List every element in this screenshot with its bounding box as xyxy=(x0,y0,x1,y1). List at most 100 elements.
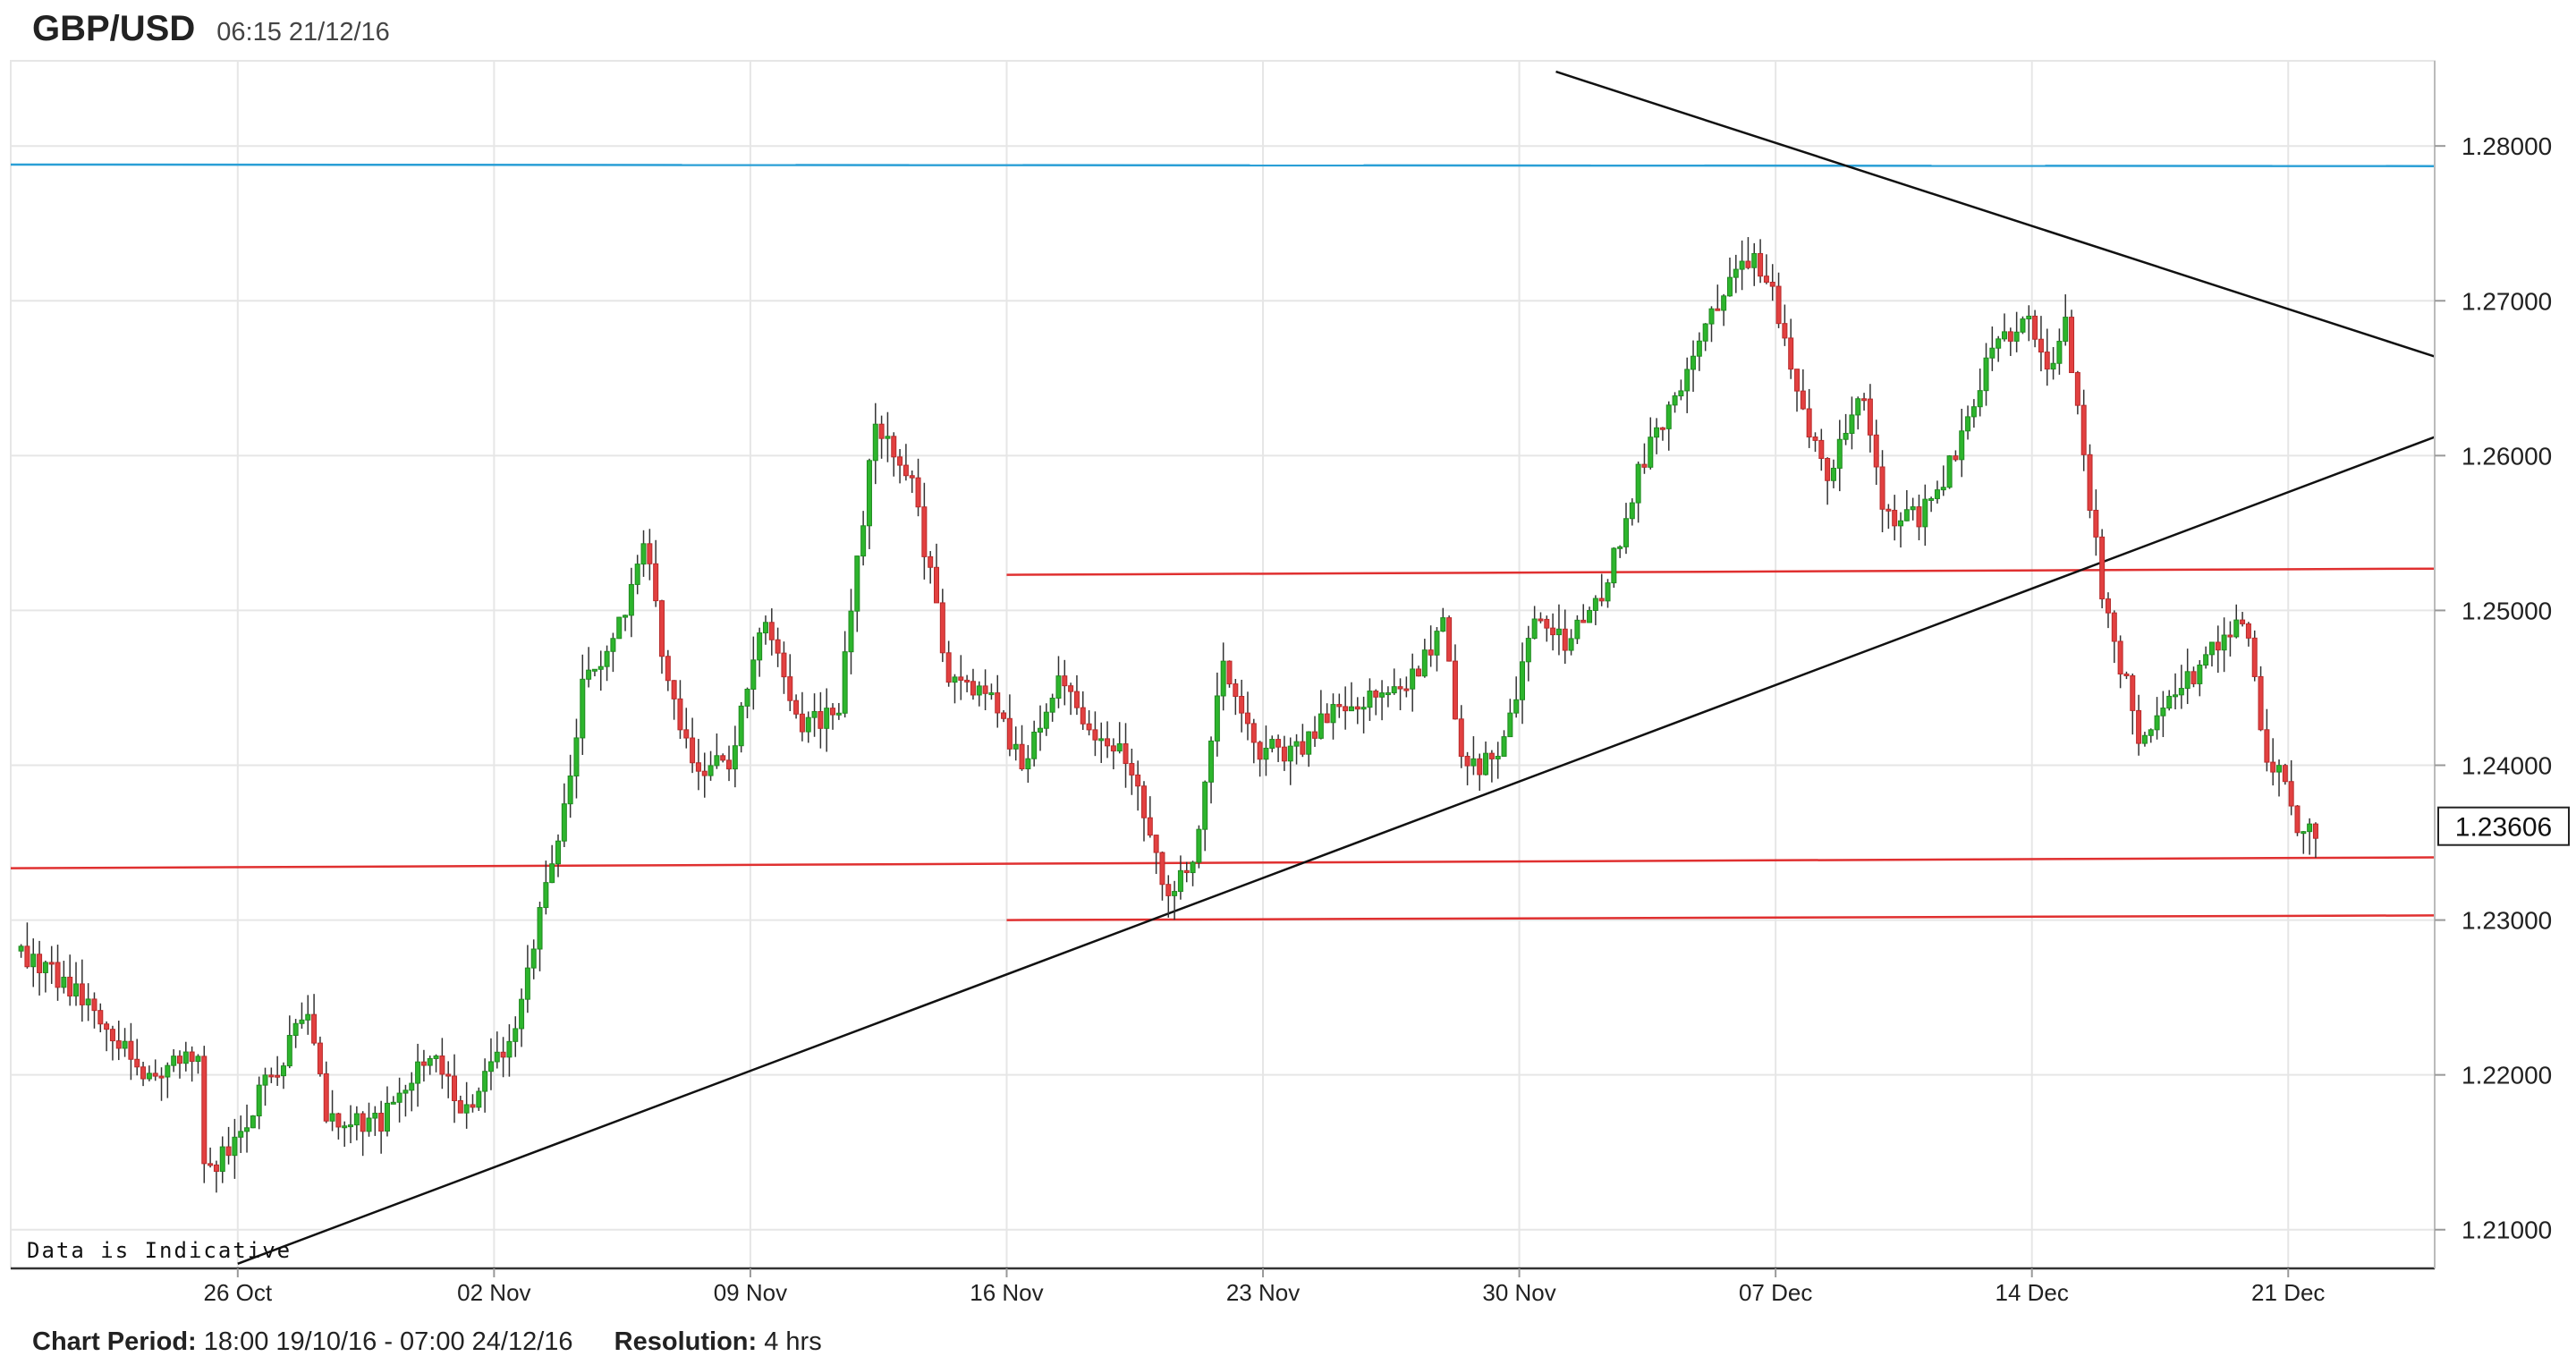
candle-body xyxy=(1580,619,1587,623)
candle-body xyxy=(1343,706,1349,712)
candle-body xyxy=(2184,671,2190,690)
candle-body xyxy=(2203,654,2209,666)
candle-body xyxy=(750,659,757,690)
candle-body xyxy=(1037,727,1043,733)
trend-line xyxy=(1555,70,2436,358)
candle-body xyxy=(1867,398,1873,436)
candle-body xyxy=(1654,427,1660,438)
candle-body xyxy=(1849,414,1855,434)
candle-body xyxy=(165,1064,171,1078)
candle-body xyxy=(1910,506,1916,511)
candle-body xyxy=(482,1071,488,1092)
candle-body xyxy=(1769,282,1775,287)
candle-body xyxy=(2123,673,2130,676)
candle-body xyxy=(952,676,958,683)
candle-body xyxy=(1306,731,1312,755)
candle-body xyxy=(921,506,928,557)
candle-body xyxy=(494,1051,500,1063)
candle-body xyxy=(420,1061,427,1066)
candle-body xyxy=(1488,752,1495,759)
candle-body xyxy=(2288,781,2294,807)
candle-body xyxy=(1275,739,1282,748)
candle-body xyxy=(1635,463,1641,504)
resistance-line xyxy=(10,163,2436,167)
candle-body xyxy=(597,666,604,670)
candle-body xyxy=(2312,823,2318,839)
x-tick-label: 21 Dec xyxy=(2251,1279,2325,1306)
y-tick-label: 1.23000 xyxy=(2462,907,2552,935)
candle-body xyxy=(768,622,775,640)
current-price-label: 1.23606 xyxy=(2455,813,2552,843)
candle-body xyxy=(134,1058,140,1068)
candle-body xyxy=(616,616,623,640)
candle-body xyxy=(189,1051,195,1063)
candle-body xyxy=(1123,743,1129,765)
candle-body xyxy=(1226,660,1233,685)
candle-body xyxy=(2251,637,2258,677)
candle-body xyxy=(2069,317,2075,374)
candle-body xyxy=(818,711,824,729)
candle-body xyxy=(1940,487,1946,491)
candle-body xyxy=(2099,536,2106,600)
chart-header: GBP/USD 06:15 21/12/16 xyxy=(32,9,390,63)
candle-body xyxy=(623,615,629,618)
candle-body xyxy=(1818,439,1825,459)
candle-body xyxy=(872,423,878,462)
candle-body xyxy=(1574,619,1580,640)
candle-body xyxy=(591,668,597,672)
candle-body xyxy=(543,882,549,909)
candle-body xyxy=(1568,638,1574,651)
candle-body xyxy=(1086,723,1092,731)
candle-body xyxy=(1629,502,1635,520)
candle-body xyxy=(1013,743,1019,750)
candle-body xyxy=(232,1136,238,1157)
candle-body xyxy=(640,543,647,565)
candle-body xyxy=(1281,746,1287,762)
candle-body xyxy=(2173,694,2179,698)
candle-body xyxy=(1788,337,1794,370)
candle-body xyxy=(964,679,970,682)
support-line xyxy=(1006,914,2436,921)
candle-body xyxy=(1348,706,1354,712)
candle-body xyxy=(1287,745,1293,762)
candle-body xyxy=(409,1082,415,1091)
candle-body xyxy=(1293,741,1300,747)
candle-body xyxy=(787,676,793,701)
candle-body xyxy=(91,998,97,1012)
candle-body xyxy=(1373,691,1379,698)
candle-body xyxy=(457,1100,463,1114)
candle-body xyxy=(1953,455,1959,461)
candle-body xyxy=(1763,276,1769,284)
candle-body xyxy=(738,705,744,747)
candle-body xyxy=(2245,623,2251,639)
candle-body xyxy=(1257,742,1263,760)
candle-body xyxy=(256,1084,262,1117)
candle-body xyxy=(1110,745,1116,752)
candle-body xyxy=(1239,696,1245,714)
candle-body xyxy=(2074,372,2080,406)
candle-body xyxy=(573,737,580,777)
candle-body xyxy=(1434,631,1440,656)
candle-body xyxy=(73,983,80,996)
candle-body xyxy=(1916,506,1922,528)
candle-body xyxy=(2056,341,2063,364)
candle-body xyxy=(1721,295,1727,311)
candle-body xyxy=(2007,331,2013,342)
candle-body xyxy=(1458,718,1464,757)
candle-body xyxy=(2148,729,2154,736)
candle-body xyxy=(1129,763,1135,776)
candle-body xyxy=(1244,712,1250,725)
candle-body xyxy=(433,1056,439,1059)
candle-body xyxy=(97,1010,104,1025)
candle-body xyxy=(2020,318,2026,333)
candle-body xyxy=(1751,252,1758,268)
candle-body xyxy=(708,765,714,776)
candle-body xyxy=(1519,661,1525,700)
candle-body xyxy=(1782,323,1788,339)
candle-body xyxy=(757,632,763,661)
candle-body xyxy=(647,543,653,564)
candle-body xyxy=(1623,518,1629,547)
candle-body xyxy=(1879,466,1885,510)
symbol-title: GBP/USD xyxy=(32,9,196,48)
